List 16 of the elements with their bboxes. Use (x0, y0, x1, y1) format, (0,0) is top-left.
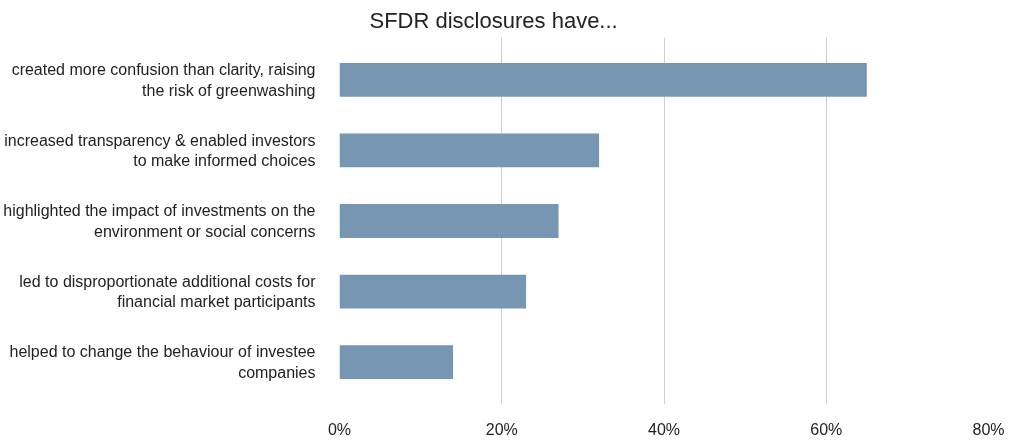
y-tick-label: highlighted the impact of investments on the environment or social concerns (3, 202, 316, 240)
x-tick-label: 20% (485, 420, 518, 438)
x-tick-label: 80% (972, 420, 1005, 438)
bar (339, 62, 867, 97)
y-tick-label: increased transparency & enabled investors to make informed choices (4, 131, 316, 170)
y-tick-label: led to disproportionate additional costs for financial market participants (19, 272, 317, 311)
y-tick-label: helped to change the behaviour of investee companies (9, 343, 316, 381)
bar (339, 133, 600, 168)
x-tick-label: 60% (810, 420, 843, 438)
y-tick-label: created more confusion than clarity, raising the risk of greenwashing (11, 61, 316, 99)
bar (339, 345, 454, 380)
chart-title: SFDR disclosures have... (369, 7, 618, 33)
x-tick-label: 0% (327, 420, 352, 438)
bar (339, 274, 527, 309)
bar (339, 204, 559, 238)
x-tick-label: 40% (647, 420, 681, 438)
